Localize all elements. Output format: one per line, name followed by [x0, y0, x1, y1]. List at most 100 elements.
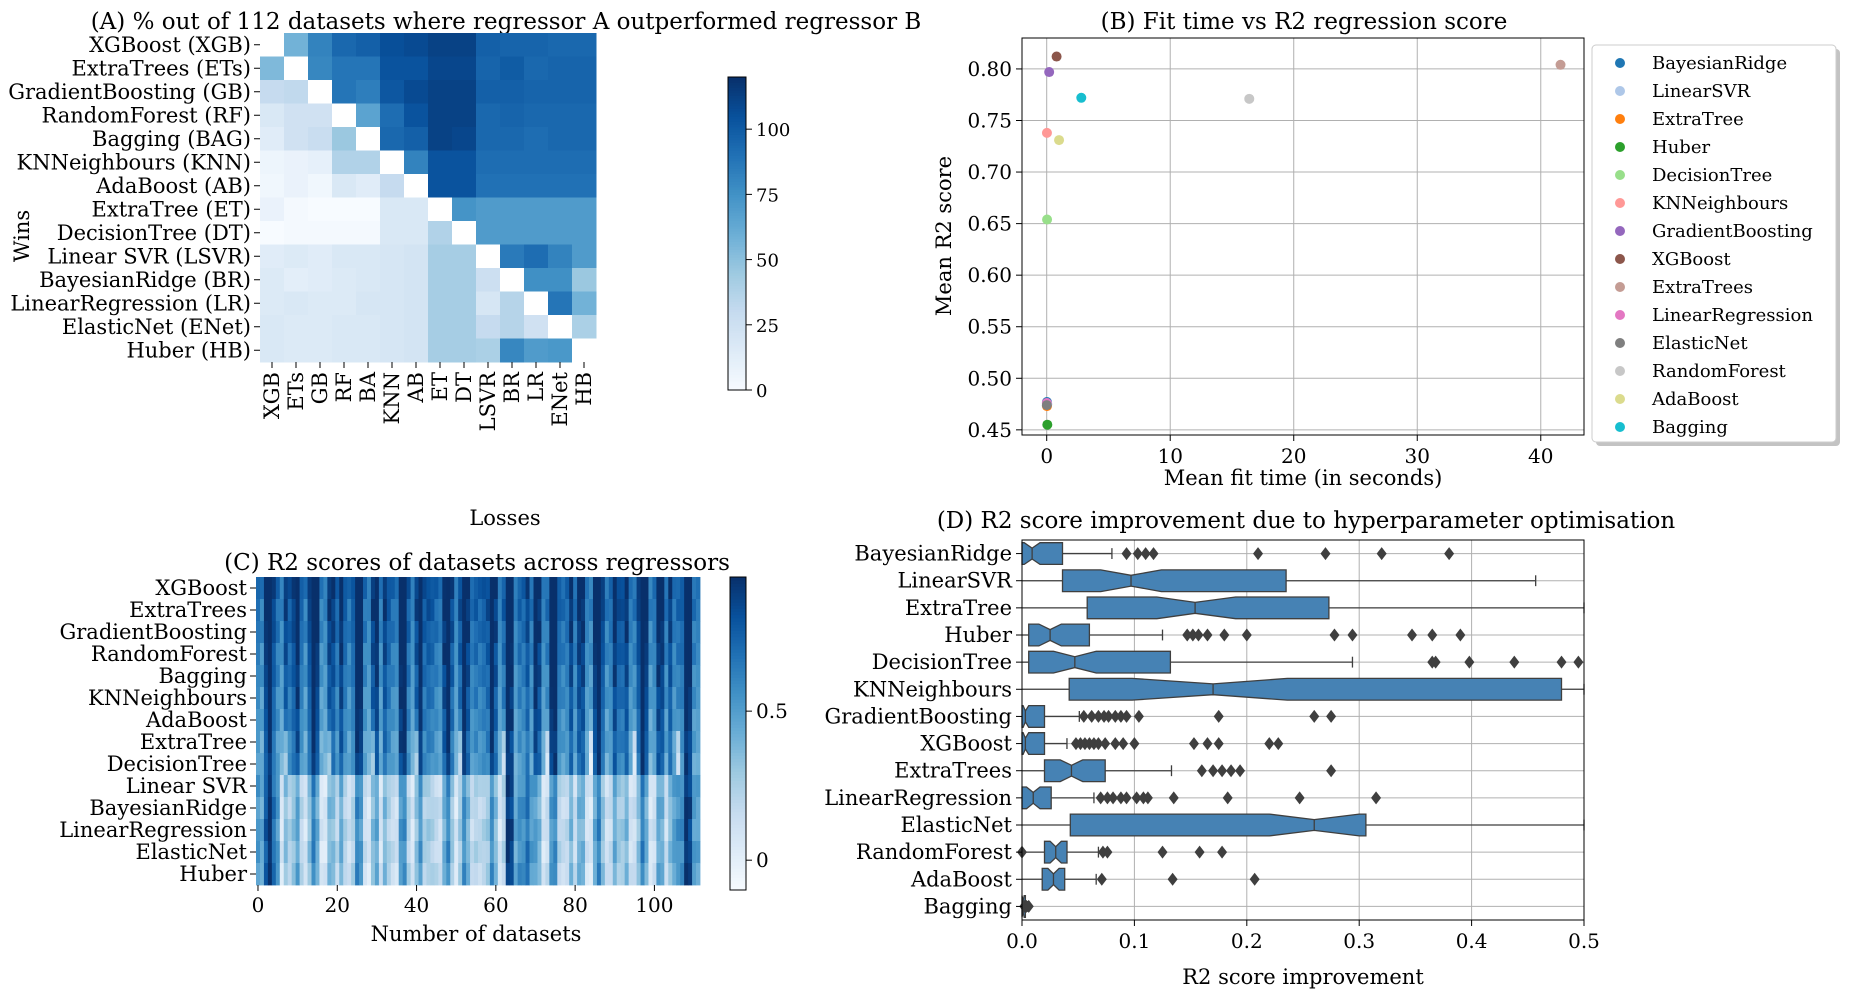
- panel-c-cell: [541, 599, 546, 622]
- panel-c-cell: [688, 643, 693, 666]
- panel-c-cell: [620, 577, 626, 600]
- panel-c-colorbar-band: [730, 655, 746, 659]
- panel-c-cell: [549, 863, 554, 886]
- panel-a-cell: [500, 268, 525, 292]
- panel-c-cell: [343, 665, 348, 688]
- panel-c-cell: [577, 709, 582, 732]
- panel-c-colorbar-band: [730, 652, 746, 656]
- panel-c-cell: [462, 577, 467, 600]
- panel-c-cell: [541, 775, 546, 798]
- panel-c-cell: [474, 841, 479, 864]
- panel-c-cell: [410, 599, 415, 622]
- panel-a-colorbar-band: [728, 296, 746, 300]
- panel-a-cell: [548, 127, 573, 151]
- panel-c-cell: [323, 841, 328, 864]
- panel-c-cell: [279, 643, 285, 666]
- panel-a-cell: [524, 127, 549, 151]
- panel-c-cell: [351, 775, 356, 798]
- panel-c-cell: [291, 643, 297, 666]
- panel-c-cell: [577, 577, 582, 600]
- panel-c-cell: [418, 621, 423, 644]
- panel-a-colorbar-band: [728, 285, 746, 289]
- panel-a-cell: [572, 103, 597, 128]
- panel-c-cell: [513, 797, 519, 820]
- panel-c-cell: [382, 775, 388, 798]
- panel-a-cell: [476, 338, 501, 363]
- panel-c-colorbar-band: [730, 661, 746, 666]
- panel-c-cell: [311, 797, 316, 820]
- panel-a-col-label: KNN: [380, 372, 404, 424]
- panel-a-colorbar-band: [728, 108, 746, 112]
- panel-a-cell: [548, 80, 573, 104]
- panel-c-cell: [402, 599, 408, 622]
- panel-c-colorbar-band: [730, 792, 746, 797]
- panel-c-cell: [640, 599, 645, 622]
- panel-a-colorbar-band: [728, 262, 746, 266]
- panel-b-legend-marker: [1615, 254, 1625, 264]
- panel-c-cell: [513, 577, 519, 600]
- panel-a-cell: [332, 221, 357, 245]
- panel-c-colorbar-band: [730, 589, 746, 594]
- panel-c-cell: [545, 577, 550, 600]
- panel-c-cell: [438, 577, 443, 600]
- panel-c-cell: [263, 709, 269, 732]
- panel-a-cell: [428, 315, 453, 339]
- panel-c-cell: [680, 599, 685, 622]
- panel-c-colorbar-band: [730, 630, 746, 634]
- panel-d-flier: [1573, 655, 1584, 669]
- panel-c-cell: [608, 863, 614, 886]
- panel-c-cell: [458, 687, 463, 710]
- panel-b-legend-label: GradientBoosting: [1652, 221, 1813, 242]
- panel-c-colorbar-band: [730, 611, 746, 616]
- panel-a-cell: [572, 338, 597, 363]
- panel-c-cell: [481, 665, 487, 688]
- panel-a-cell: [380, 197, 405, 222]
- panel-c-cell: [585, 819, 590, 842]
- panel-c-colorbar-band: [730, 627, 746, 631]
- panel-a-cell: [380, 221, 405, 245]
- panel-a-cell: [332, 315, 357, 339]
- panel-c-cell: [466, 819, 471, 842]
- panel-c-cell: [684, 687, 689, 710]
- panel-c-cell: [493, 687, 499, 710]
- panel-c-cell: [557, 841, 562, 864]
- panel-c-cell: [521, 687, 526, 710]
- panel-c-cell: [303, 731, 308, 754]
- panel-c-cell: [565, 643, 570, 666]
- panel-c-cell: [485, 599, 491, 622]
- panel-c-cell: [275, 819, 281, 842]
- panel-c-colorbar-band: [730, 617, 746, 622]
- panel-c-cell: [517, 797, 523, 820]
- panel-c-cell: [339, 577, 344, 600]
- panel-c-cell: [509, 819, 515, 842]
- panel-a-colorbar-band: [728, 387, 746, 391]
- panel-a-cell: [548, 174, 573, 198]
- panel-a-cell: [356, 150, 381, 175]
- panel-c-cell: [608, 665, 614, 688]
- panel-c-cell: [644, 753, 649, 776]
- panel-c-cell: [478, 687, 483, 710]
- panel-c-cell: [585, 775, 590, 798]
- panel-c-cell: [359, 687, 364, 710]
- panel-c-cell: [501, 753, 507, 776]
- panel-c-cell: [359, 665, 364, 688]
- panel-a-col-label: ETs: [284, 372, 308, 411]
- panel-c-cell: [561, 577, 566, 600]
- panel-c-cell: [410, 863, 415, 886]
- panel-c-cell: [434, 709, 439, 732]
- panel-c-cell: [513, 841, 519, 864]
- panel-c-cell: [267, 599, 273, 622]
- panel-a-cell: [524, 150, 549, 175]
- panel-c-colorbar-band: [730, 608, 746, 613]
- panel-c-cell: [632, 863, 637, 886]
- panel-c-cell: [271, 731, 277, 754]
- panel-a-cell: [476, 221, 501, 245]
- panel-c-cell: [402, 643, 408, 666]
- panel-c-row-label: ElasticNet: [135, 840, 247, 864]
- panel-c-colorbar-band: [730, 777, 746, 782]
- panel-a-cell: [356, 56, 381, 81]
- panel-c-cell: [668, 775, 673, 798]
- panel-c-cell: [573, 665, 578, 688]
- panel-a-cell: [524, 33, 549, 57]
- panel-a-cell: [308, 268, 333, 292]
